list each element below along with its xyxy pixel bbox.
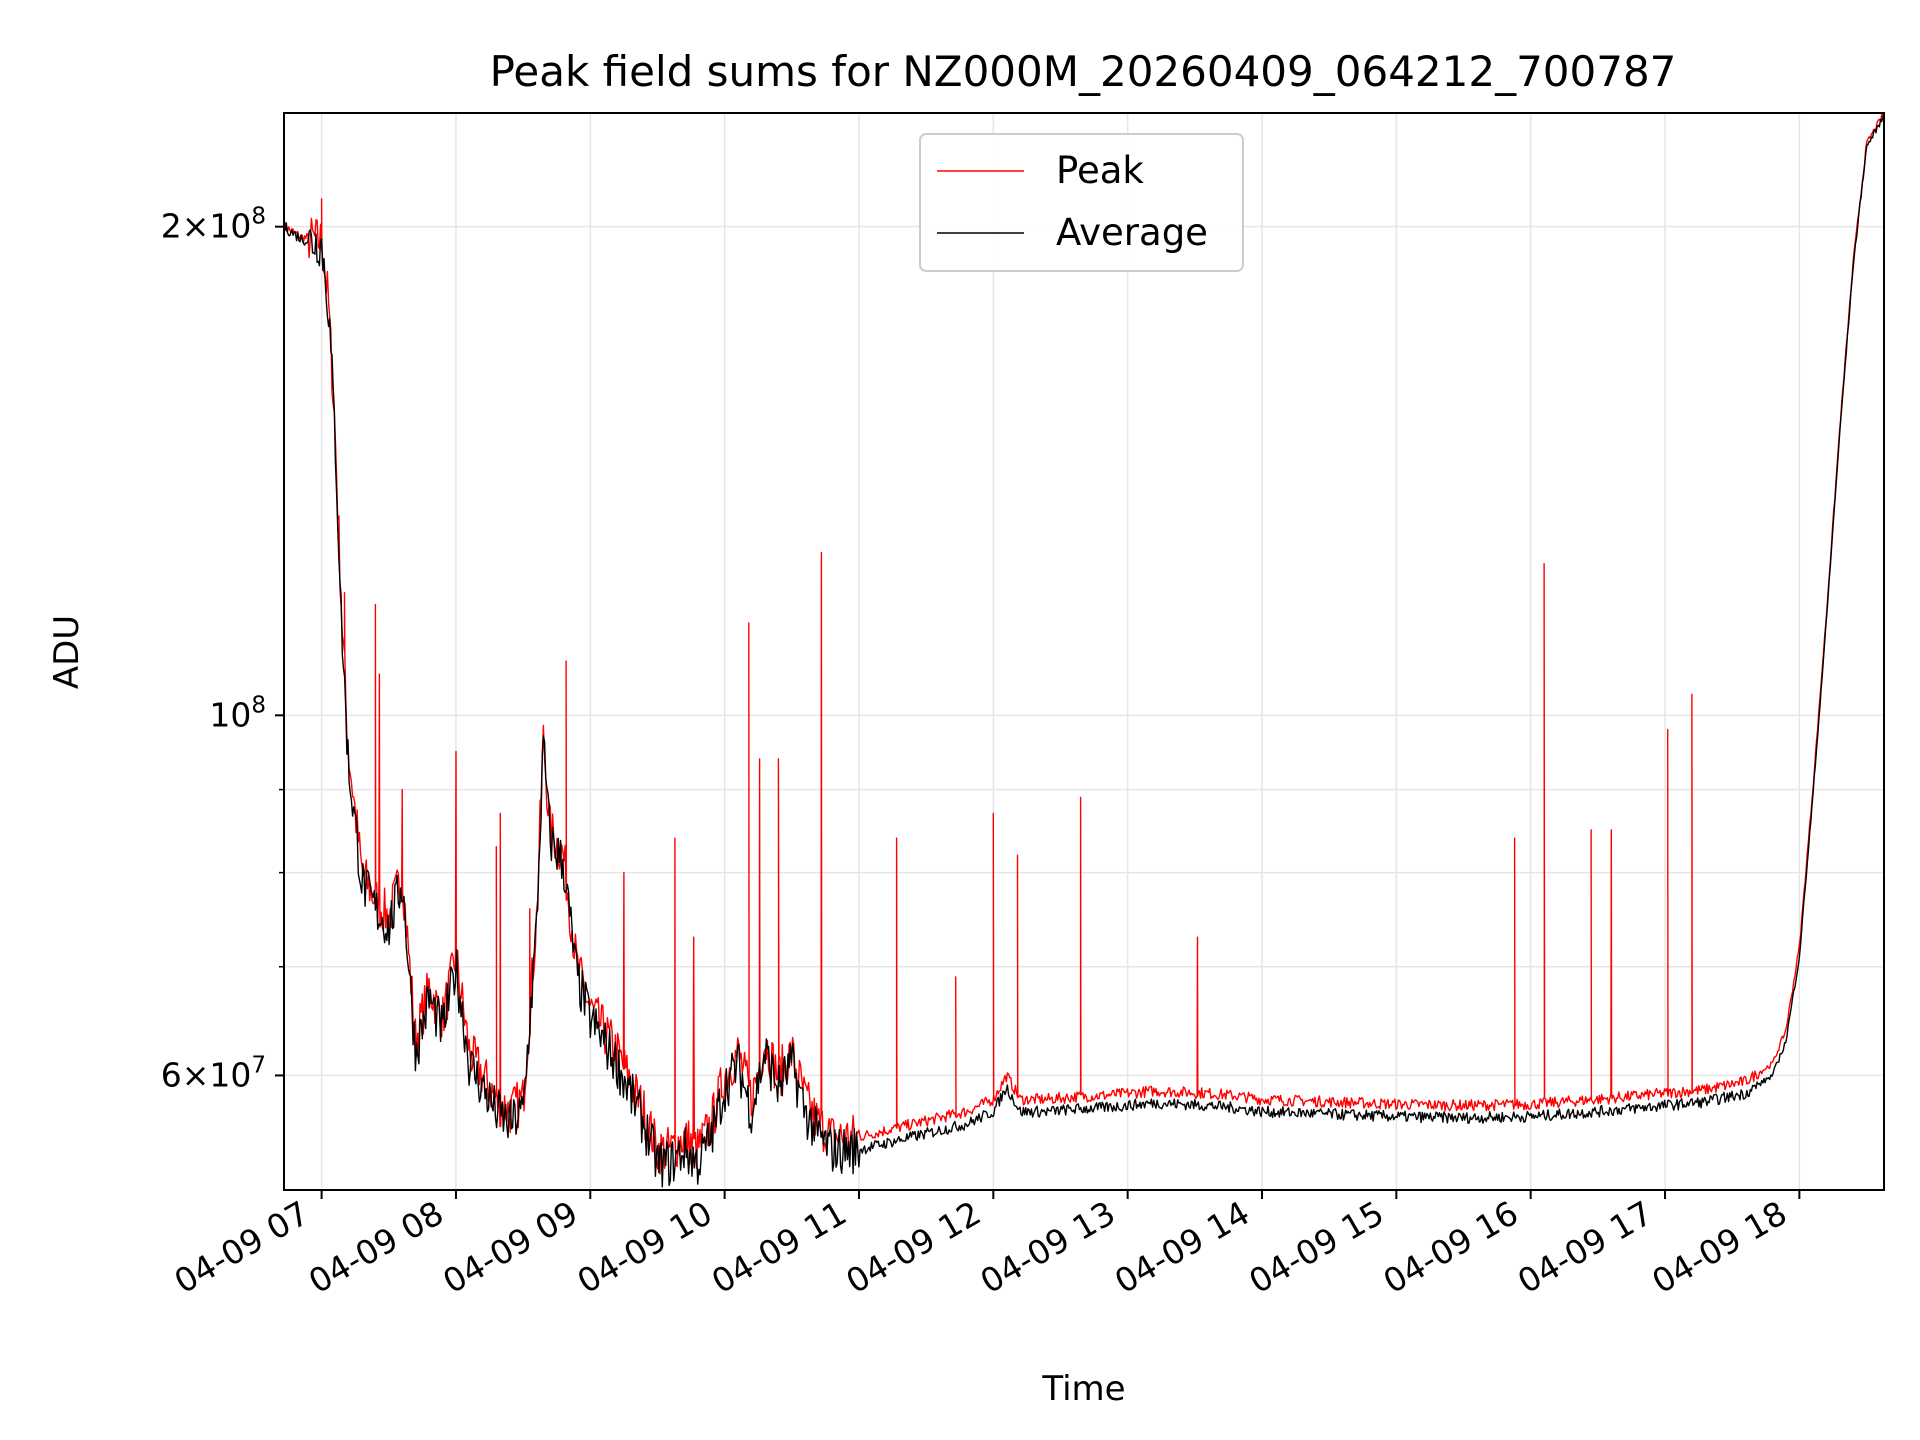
legend-box [919, 133, 1244, 272]
y-axis: 6×107 108 2×108 [161, 204, 284, 1094]
y-tick-label: 2×108 [161, 204, 266, 246]
x-axis-label: Time [1041, 1369, 1125, 1409]
legend: Peak Average [919, 133, 1244, 272]
y-tick-label: 6×107 [161, 1052, 266, 1094]
plot-frame [283, 112, 1885, 1191]
legend-label-average: Average [1056, 211, 1208, 254]
y-axis-label: ADU [47, 615, 87, 689]
chart-title: Peak field sums for NZ000M_20260409_0642… [490, 47, 1677, 96]
series-layer [284, 113, 1884, 1188]
series-line-average [284, 115, 1884, 1188]
grid [284, 113, 1884, 1190]
legend-label-peak: Peak [1056, 149, 1144, 192]
y-tick-label: 108 [209, 692, 266, 734]
